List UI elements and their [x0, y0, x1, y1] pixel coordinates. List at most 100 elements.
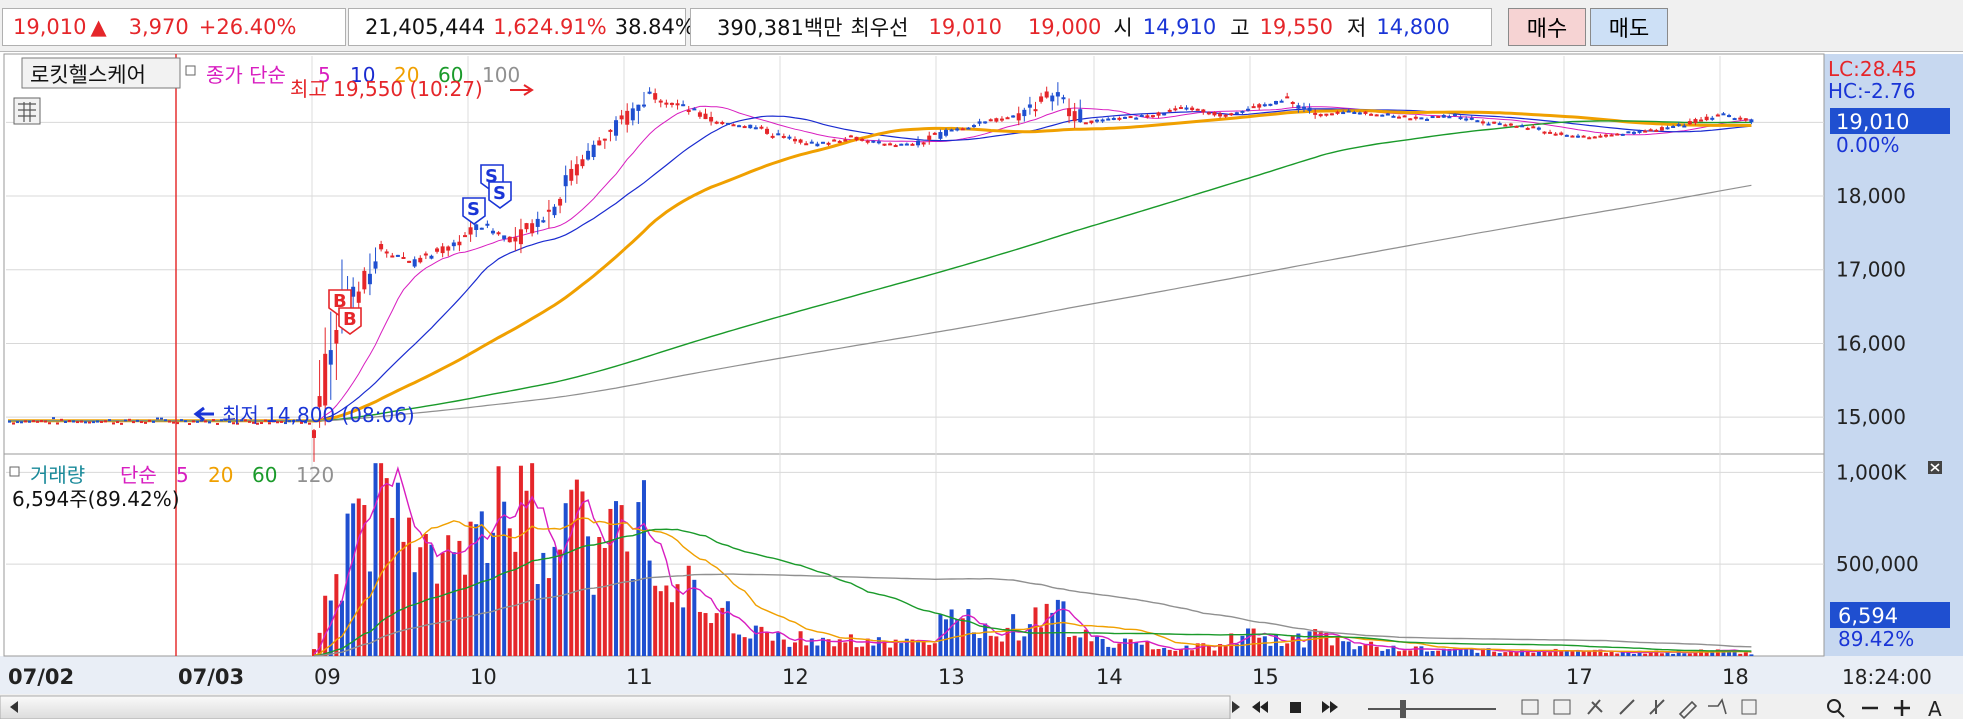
- volume-bar: [317, 632, 322, 656]
- volume-bar: [1173, 650, 1178, 656]
- volume-bar: [1044, 603, 1049, 656]
- volume-bar: [1693, 651, 1698, 656]
- volume-bar: [1738, 653, 1743, 656]
- hour-label: 17: [1566, 665, 1593, 689]
- candle: [664, 102, 669, 105]
- candle: [765, 128, 770, 134]
- screen-icon[interactable]: [1521, 699, 1539, 715]
- volume-ma-line: [313, 465, 1752, 655]
- candle: [619, 115, 624, 120]
- volume-bar: [574, 479, 579, 656]
- candle: [1329, 113, 1334, 116]
- scroll-left-icon[interactable]: [10, 701, 18, 713]
- magnet-icon[interactable]: [1708, 698, 1727, 715]
- pencil-icon[interactable]: [1678, 700, 1698, 720]
- candle: [513, 237, 518, 242]
- draw-line-icon[interactable]: [1587, 699, 1603, 715]
- candle: [1290, 101, 1295, 104]
- candle: [28, 420, 31, 423]
- candle: [60, 418, 63, 421]
- candle: [72, 420, 75, 423]
- volume-bar: [1564, 650, 1569, 656]
- volume-bar: [1374, 646, 1379, 656]
- candle: [759, 126, 764, 129]
- legend-toggle-icon[interactable]: [185, 65, 196, 76]
- volume-bar: [1329, 645, 1334, 656]
- volume-bar: [1492, 651, 1497, 656]
- volume-bar: [541, 552, 546, 656]
- candle: [1033, 109, 1038, 112]
- volume-bar: [614, 501, 619, 656]
- sell-button[interactable]: 매도: [1590, 8, 1668, 46]
- candle: [625, 110, 630, 125]
- volume-bar: [1687, 653, 1692, 656]
- candle: [966, 127, 971, 130]
- volume-bar: [1184, 645, 1189, 656]
- volume-bar: [759, 626, 764, 656]
- up-arrow-icon: ▲: [90, 15, 107, 39]
- candle: [776, 133, 781, 136]
- candle: [1391, 115, 1396, 118]
- candle: [1229, 113, 1234, 116]
- candle: [1318, 114, 1323, 117]
- volume-bar: [328, 600, 333, 656]
- candle: [308, 422, 311, 425]
- hour-label: 11: [626, 665, 653, 689]
- scroll-right-icon[interactable]: [1232, 701, 1240, 713]
- volume-bar: [988, 635, 993, 656]
- stop-icon[interactable]: [1290, 702, 1301, 713]
- volume-bar: [1480, 648, 1485, 656]
- candle: [100, 420, 103, 423]
- volume-bar: [1603, 652, 1608, 656]
- candle: [451, 242, 456, 247]
- volume-bar: [1212, 650, 1217, 656]
- volume-bar: [837, 639, 842, 656]
- candle: [296, 419, 299, 422]
- candle: [1631, 131, 1636, 134]
- stock-name-box[interactable]: [21, 57, 181, 89]
- volume-bar: [1710, 650, 1715, 656]
- rewind-icon[interactable]: [1252, 701, 1268, 713]
- candle: [1542, 131, 1547, 134]
- candle: [1335, 111, 1340, 114]
- volume-bar: [1016, 640, 1021, 656]
- price-legend-prefix: 종가 단순: [206, 63, 286, 87]
- candle: [809, 141, 814, 144]
- candle: [212, 419, 215, 422]
- volume-bar: [815, 645, 820, 656]
- zoom-in-icon[interactable]: [1894, 700, 1910, 716]
- candle: [1111, 117, 1116, 121]
- fast-forward-icon[interactable]: [1322, 701, 1338, 713]
- candle: [176, 422, 179, 425]
- candle: [112, 422, 115, 425]
- candle: [793, 138, 797, 142]
- candle: [983, 121, 988, 124]
- fibonacci-icon[interactable]: [1649, 699, 1665, 715]
- volume-bar: [1352, 649, 1357, 656]
- volume-bar: [1156, 649, 1161, 656]
- trend-line-icon[interactable]: [1619, 699, 1635, 715]
- font-size-icon[interactable]: A: [1928, 697, 1942, 721]
- volume-bar: [826, 639, 831, 656]
- volume-bar: [983, 623, 988, 656]
- volume-bar: [518, 465, 523, 656]
- volume-bar: [1520, 650, 1525, 656]
- search-icon[interactable]: [1827, 699, 1841, 713]
- volume-bar: [960, 618, 965, 656]
- grid-table-icon[interactable]: [13, 97, 41, 125]
- window-icon[interactable]: [1553, 699, 1571, 715]
- horizontal-scrollbar[interactable]: [0, 695, 1231, 720]
- candle: [1458, 117, 1463, 120]
- erase-icon[interactable]: [1741, 699, 1757, 715]
- volume-bar: [1430, 650, 1435, 656]
- buy-button[interactable]: 매수: [1508, 8, 1586, 46]
- volume-legend-toggle-icon[interactable]: [9, 466, 20, 477]
- volume-bar: [1346, 641, 1351, 656]
- volume-bar: [1195, 643, 1200, 656]
- candle: [84, 421, 87, 424]
- candle: [524, 223, 529, 230]
- candle: [1508, 123, 1513, 126]
- volume-bar: [731, 633, 736, 656]
- zoom-slider-handle[interactable]: [1400, 700, 1406, 718]
- high-label: 고: [1230, 16, 1250, 40]
